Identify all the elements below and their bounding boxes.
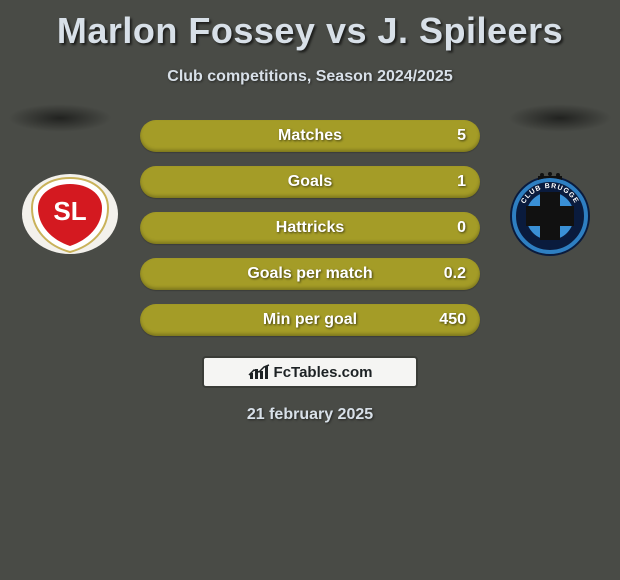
- stat-label: Matches: [278, 127, 342, 145]
- player2-club-crest: CLUB BRUGGE: [500, 172, 600, 256]
- brand-text: FcTables.com: [274, 364, 373, 381]
- club-brugge-crest-icon: CLUB BRUGGE: [500, 172, 600, 256]
- left-crest-shadow: [8, 104, 112, 132]
- brand-box[interactable]: FcTables.com: [202, 356, 418, 388]
- right-crest-shadow: [508, 104, 612, 132]
- stat-row-min-per-goal: Min per goal 450: [140, 304, 480, 336]
- stat-label: Hattricks: [276, 219, 344, 237]
- svg-text:SL: SL: [53, 196, 86, 226]
- stats-area: SL CLUB BRUGGE Matches: [0, 120, 620, 336]
- stat-row-goals-per-match: Goals per match 0.2: [140, 258, 480, 290]
- stat-label: Min per goal: [263, 311, 357, 329]
- stat-row-hattricks: Hattricks 0: [140, 212, 480, 244]
- stat-value: 450: [439, 311, 466, 329]
- standard-liege-crest-icon: SL: [20, 172, 120, 256]
- stat-row-goals: Goals 1: [140, 166, 480, 198]
- stat-row-matches: Matches 5: [140, 120, 480, 152]
- stat-value: 0.2: [444, 265, 466, 283]
- date-label: 21 february 2025: [0, 406, 620, 424]
- subtitle: Club competitions, Season 2024/2025: [0, 68, 620, 86]
- stat-value: 0: [457, 219, 466, 237]
- stat-label: Goals: [288, 173, 332, 191]
- stat-value: 1: [457, 173, 466, 191]
- stat-bars: Matches 5 Goals 1 Hattricks 0 Goals per …: [140, 120, 480, 336]
- stat-value: 5: [457, 127, 466, 145]
- chart-icon: [248, 363, 270, 381]
- stat-label: Goals per match: [247, 265, 372, 283]
- page-title: Marlon Fossey vs J. Spileers: [0, 0, 620, 52]
- player1-club-crest: SL: [20, 172, 120, 256]
